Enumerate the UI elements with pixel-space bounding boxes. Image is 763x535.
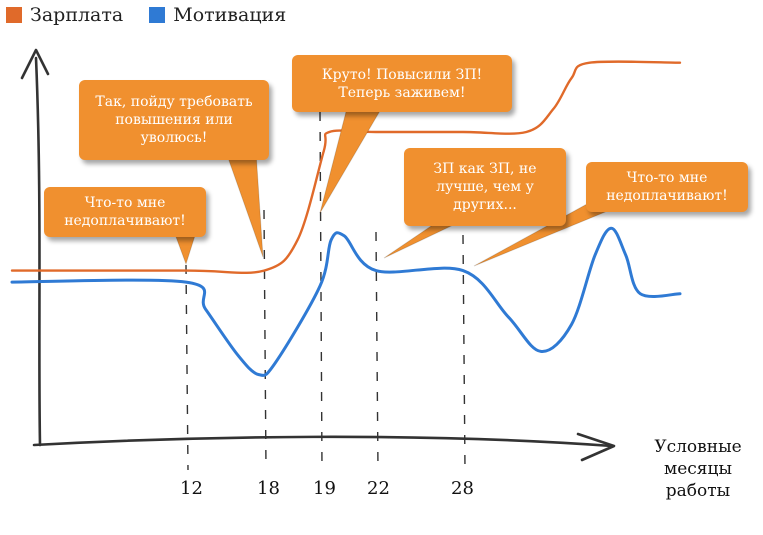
x-axis-arrow — [576, 432, 616, 462]
legend-label-motivation: Мотивация — [173, 4, 287, 26]
series-group — [10, 60, 682, 377]
guide-line-18 — [263, 209, 267, 471]
y-axis-arrow — [20, 48, 50, 80]
x-tick-label-12: 12 — [180, 478, 203, 499]
callout-month-12: Что-то мне недоплачивают! — [44, 187, 206, 237]
series-line-salary — [10, 60, 682, 275]
callout-month-18: Так, пойду требовать повышения или уволю… — [79, 80, 269, 160]
legend: Зарплата Мотивация — [6, 4, 312, 26]
callout-month-19: Круто! Повысили ЗП! Теперь заживем! — [292, 55, 512, 112]
callout-month-22: ЗП как ЗП, не лучше, чем у других... — [404, 148, 566, 226]
callout-pointer-19 — [319, 103, 385, 214]
x-tick-label-19: 19 — [313, 478, 336, 499]
guide-lines — [185, 111, 466, 471]
guide-line-22 — [375, 231, 379, 471]
y-axis-line — [34, 56, 42, 447]
series-line-motivation — [10, 226, 682, 377]
legend-item-motivation: Мотивация — [149, 4, 286, 26]
legend-swatch-salary — [6, 7, 22, 23]
x-tick-label-22: 22 — [367, 478, 390, 499]
callout-pointer-18 — [225, 151, 264, 258]
axes — [20, 48, 616, 462]
legend-item-salary: Зарплата — [6, 4, 123, 26]
guide-line-12 — [185, 264, 189, 471]
legend-swatch-motivation — [149, 7, 166, 23]
x-axis-label: Условные месяцы работы — [654, 437, 742, 501]
callout-pointers — [171, 103, 611, 267]
x-tick-label-28: 28 — [451, 478, 474, 499]
x-axis-line — [32, 435, 614, 448]
x-tick-label-18: 18 — [257, 478, 280, 499]
legend-label-salary: Зарплата — [30, 4, 124, 26]
callout-month-28: Что-то мне недоплачивают! — [586, 162, 748, 212]
